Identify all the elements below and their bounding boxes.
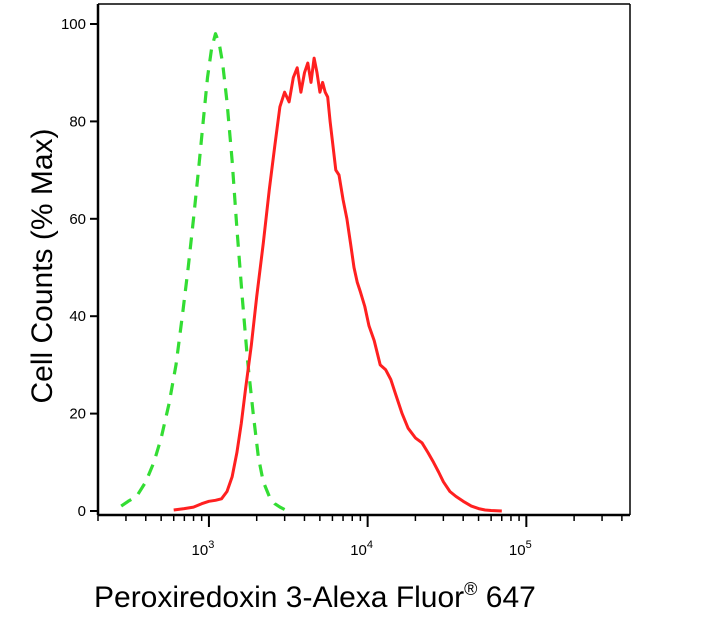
x-tick-label: 105 <box>509 539 532 559</box>
x-axis-title: Peroxiredoxin 3-Alexa Fluor® 647 <box>94 579 536 614</box>
series-line-2 <box>173 56 502 513</box>
plot-frame <box>96 3 631 517</box>
x-axis-title-main: Peroxiredoxin 3-Alexa Fluor <box>94 581 464 614</box>
y-ticks: 0 20 40 60 80 100 <box>61 16 98 520</box>
x-axis-title-registered-mark: ® <box>464 579 477 599</box>
x-axis-title-tail: 647 <box>477 581 535 614</box>
y-tick-label: 60 <box>69 211 86 228</box>
x-tick-label: 104 <box>350 539 373 559</box>
x-tick-label: 103 <box>192 539 215 559</box>
series-layer <box>120 32 502 513</box>
y-axis-title: Cell Counts (% Max) <box>26 128 59 403</box>
y-tick-label: 80 <box>69 113 86 130</box>
y-tick-label: 20 <box>69 406 86 423</box>
y-tick-label: 0 <box>78 503 86 520</box>
x-ticks: 103 104 105 <box>97 515 623 559</box>
y-tick-label: 100 <box>61 16 86 33</box>
y-tick-label: 40 <box>69 308 86 325</box>
